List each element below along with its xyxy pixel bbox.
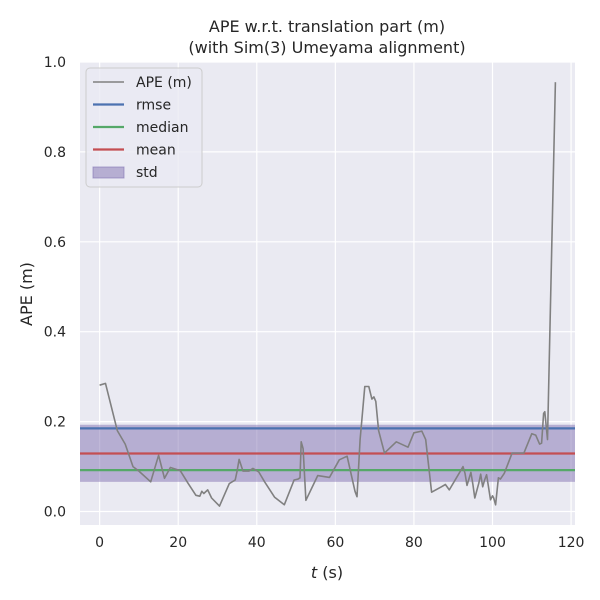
y-tick-label: 0.8 — [44, 145, 66, 161]
y-tick-label: 0.6 — [44, 235, 66, 251]
y-axis-label: APE (m) — [17, 262, 36, 326]
series-layer — [99, 82, 557, 507]
grid — [80, 61, 575, 525]
y-tick-label: 1.0 — [44, 55, 66, 71]
x-axis-label: t (s) — [311, 563, 343, 582]
chart-subtitle: (with Sim(3) Umeyama alignment) — [188, 38, 465, 57]
legend-swatch — [92, 166, 125, 179]
legend: APE (m) rmse median mean std — [85, 67, 203, 188]
x-tick-label: 0 — [95, 535, 104, 551]
legend-label: median — [136, 120, 188, 136]
y-tick-label: 0.0 — [44, 505, 66, 521]
legend-label: mean — [136, 143, 176, 159]
legend-label: rmse — [136, 98, 171, 114]
x-tick-label: 80 — [405, 535, 423, 551]
legend-items: APE (m) rmse median mean std — [92, 75, 192, 181]
legend-label: APE (m) — [136, 75, 192, 91]
y-tick-label: 0.4 — [44, 325, 66, 341]
legend-box — [85, 67, 203, 188]
ape-series-line — [99, 82, 557, 507]
x-tick-label: 60 — [326, 535, 344, 551]
x-tick-label: 120 — [558, 535, 585, 551]
tick-labels: 0 20 40 60 80 100 120 0.0 0.2 0.4 0.6 0.8 1.0 — [44, 55, 585, 551]
x-tick-label: 100 — [479, 535, 506, 551]
x-tick-label: 40 — [248, 535, 266, 551]
chart-title: APE w.r.t. translation part (m) — [209, 17, 445, 36]
y-tick-label: 0.2 — [44, 415, 66, 431]
legend-label: std — [136, 165, 158, 181]
x-tick-label: 20 — [169, 535, 187, 551]
